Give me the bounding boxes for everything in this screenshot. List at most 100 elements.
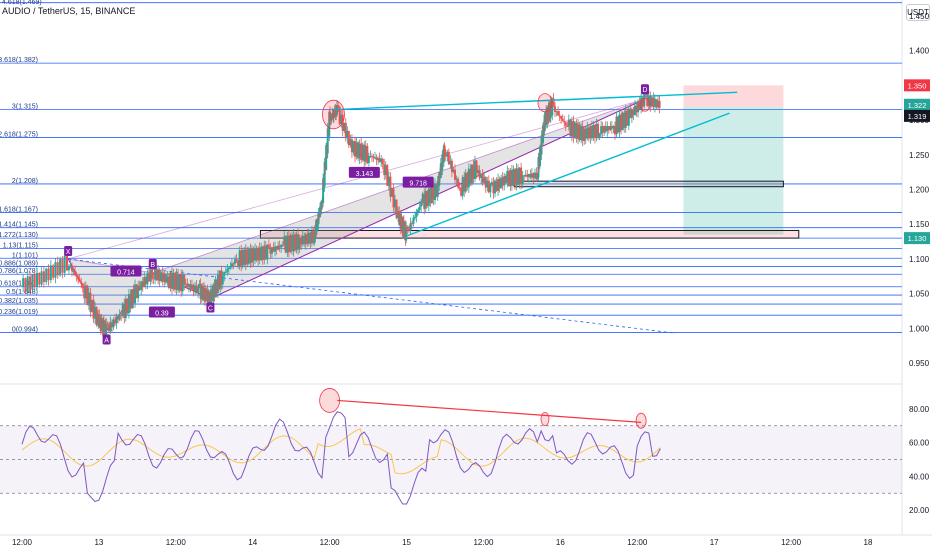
- candle-body: [510, 170, 513, 186]
- candle-body: [304, 234, 307, 245]
- fib-level-label: 0.236(1.019): [0, 309, 38, 316]
- candle-body: [134, 284, 137, 304]
- candle-body: [372, 156, 375, 159]
- candle-body: [650, 97, 653, 107]
- candle-body: [183, 274, 186, 285]
- candle-body: [169, 272, 172, 288]
- candle-body: [453, 169, 456, 180]
- candle-body: [533, 172, 536, 179]
- candle-body: [566, 125, 569, 127]
- candle-body: [381, 158, 384, 165]
- candle-body: [149, 269, 152, 282]
- time-tick-label: 12:00: [473, 538, 494, 547]
- rsi-ma-line: [21, 427, 661, 475]
- candle-body: [301, 235, 304, 245]
- candle-body: [275, 246, 278, 250]
- candle-body: [414, 216, 417, 218]
- candle-body: [290, 235, 293, 252]
- candle-body: [406, 226, 409, 229]
- candle-body: [469, 168, 472, 184]
- candle-body: [314, 225, 317, 239]
- candle-body: [470, 164, 473, 184]
- candle-body: [126, 298, 129, 314]
- candle-body: [241, 249, 244, 266]
- candle-body: [444, 154, 447, 157]
- candle-body: [347, 131, 350, 146]
- candle-body: [307, 232, 310, 244]
- candle-body: [620, 114, 623, 131]
- candle-body: [520, 167, 523, 184]
- currency-unit-button[interactable]: USDT: [906, 4, 930, 21]
- candle-body: [390, 188, 393, 197]
- candle-body: [212, 284, 215, 302]
- time-tick-label: 14: [248, 538, 257, 547]
- candle-body: [274, 246, 277, 252]
- candle-body: [461, 177, 464, 196]
- candle-body: [216, 275, 219, 293]
- candle-body: [646, 94, 649, 106]
- rsi-tick-label: 40.00: [909, 472, 930, 481]
- candle-body: [392, 188, 395, 208]
- candle-body: [146, 273, 149, 285]
- candle-body: [208, 292, 211, 304]
- entry-price-badge-bg: [904, 109, 930, 122]
- candle-body: [59, 259, 62, 276]
- candle-body: [529, 173, 532, 178]
- candle-body: [147, 273, 150, 282]
- candle-body: [260, 246, 263, 261]
- harmonic-xd-leg: [68, 98, 646, 260]
- candle-body: [250, 248, 253, 263]
- candle-body: [475, 160, 478, 174]
- pivot-circle-1: [322, 99, 345, 130]
- candle-body: [612, 126, 615, 129]
- candle-body: [481, 173, 484, 183]
- support-price-badge: 1.130: [908, 234, 927, 243]
- candle-body: [484, 177, 487, 188]
- candle-body: [215, 279, 218, 293]
- candle-body: [364, 145, 367, 162]
- candle-body: [429, 188, 432, 203]
- candle-body: [138, 285, 141, 290]
- candle-body: [387, 176, 390, 186]
- candle-body: [261, 246, 264, 260]
- candle-body: [72, 271, 75, 273]
- fib-level-label: 1.618(1.167): [0, 206, 38, 213]
- candle-body: [560, 116, 563, 119]
- candle-body: [22, 278, 25, 287]
- candle-body: [643, 93, 646, 107]
- candle-body: [355, 142, 358, 157]
- fib-level-label: 0.786(1.078): [0, 268, 38, 275]
- candle-body: [257, 247, 260, 261]
- candle-body: [586, 127, 589, 139]
- candle-body: [77, 276, 80, 280]
- rsi-tick-label: 20.00: [909, 506, 930, 515]
- candle-body: [31, 274, 34, 290]
- candle-body: [436, 180, 439, 197]
- candle-body: [518, 167, 521, 185]
- candle-body: [238, 250, 241, 267]
- candle-body: [92, 299, 95, 319]
- candle-body: [360, 143, 363, 160]
- candle-body: [412, 217, 415, 224]
- candle-body: [29, 276, 32, 290]
- candle-body: [115, 317, 118, 324]
- candle-body: [407, 228, 410, 231]
- dotted-trend-line: [68, 258, 676, 334]
- candle-body: [199, 283, 202, 299]
- candle-body: [460, 187, 463, 196]
- candle-body: [540, 135, 543, 155]
- candle-body: [323, 161, 326, 187]
- candle-body: [587, 127, 590, 139]
- candle-body: [315, 218, 318, 232]
- candle-body: [354, 141, 357, 157]
- candle-body: [267, 244, 270, 248]
- candle-body: [563, 120, 566, 123]
- candle-body: [123, 303, 126, 318]
- candle-body: [117, 317, 120, 320]
- candle-body: [352, 141, 355, 153]
- candle-body: [240, 250, 243, 266]
- price-tick-label: 1.250: [909, 151, 930, 160]
- candle-body: [434, 183, 437, 200]
- time-tick-label: 12:00: [627, 538, 648, 547]
